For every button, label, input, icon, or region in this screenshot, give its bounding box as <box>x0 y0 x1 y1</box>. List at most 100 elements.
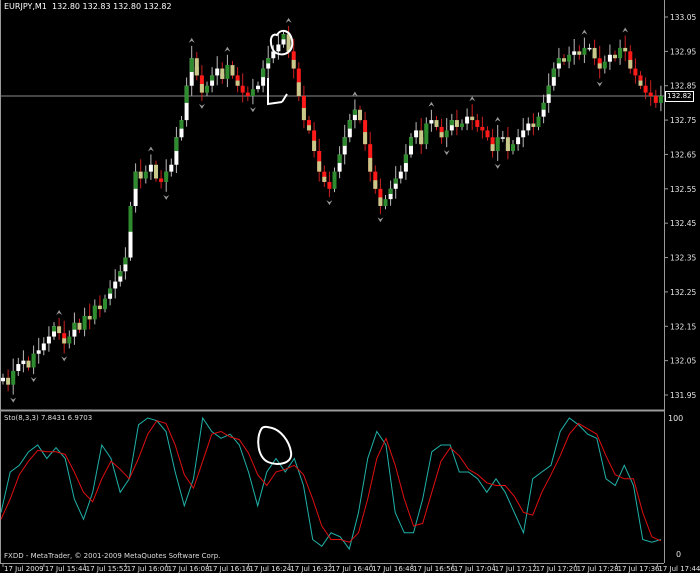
candle-body <box>521 130 526 138</box>
time-tick-label: 17 Jul 16:24 <box>249 565 292 573</box>
fractal-up-arrow-icon <box>622 27 629 33</box>
bear-candle <box>199 65 204 101</box>
candle-body <box>21 360 26 365</box>
candle-body <box>148 164 153 172</box>
fractal-down-arrow-icon <box>30 377 37 383</box>
candle-body <box>240 85 245 93</box>
candle-body <box>113 281 118 289</box>
fractal-down-arrow-icon <box>249 107 256 113</box>
price-tick-label: 132.45 <box>670 219 696 228</box>
bear-candle <box>653 89 658 108</box>
candle-body-shade <box>301 108 306 121</box>
bull-candle <box>281 30 286 48</box>
price-tick-label: 132.05 <box>670 357 696 366</box>
candle-body <box>358 109 362 121</box>
bear-candle <box>485 126 490 141</box>
bear-candle <box>628 45 633 74</box>
bear-candle <box>159 170 164 189</box>
bull-candle <box>414 122 419 144</box>
bull-candle <box>556 47 561 77</box>
candle-body <box>516 137 521 145</box>
bear-candle <box>597 45 602 79</box>
time-tick-label: 17 Jul 16:56 <box>413 565 456 573</box>
candle-body-shade <box>266 58 271 64</box>
candle-body <box>250 89 255 97</box>
candle-body-shade <box>419 137 424 145</box>
bear-candle <box>26 356 31 371</box>
bull-candle <box>388 180 393 206</box>
candle-body <box>398 171 403 179</box>
candle-body-shade <box>546 85 551 95</box>
candle-body <box>577 51 582 55</box>
candle-body <box>623 47 628 52</box>
bull-candle <box>332 167 337 193</box>
candle-body <box>465 116 470 124</box>
bull-candle <box>143 165 148 184</box>
bear-candle <box>562 54 566 65</box>
bull-candle <box>658 85 663 112</box>
bear-candle <box>240 73 245 103</box>
stochastic-main-line <box>0 416 662 551</box>
bull-candle <box>526 117 531 136</box>
fractal-up-arrow-icon <box>428 101 435 107</box>
candle-body <box>97 305 102 310</box>
candle-body-shade <box>439 132 444 138</box>
candle-body <box>16 364 21 371</box>
time-tick-label: 17 Jul 16:32 <box>290 565 332 573</box>
fractal-down-arrow-icon <box>377 217 384 223</box>
candle-body-shade <box>322 176 327 182</box>
bull-candle <box>128 201 133 261</box>
bull-candle <box>342 124 347 165</box>
bull-candle <box>1 373 5 385</box>
bear-candle <box>454 109 459 136</box>
bear-candle <box>194 52 199 81</box>
candle-body-shade <box>133 171 138 189</box>
candle-body-shade <box>62 338 67 344</box>
bear-candle <box>373 165 378 194</box>
fractal-down-arrow-icon <box>163 194 170 200</box>
price-tick-label: 132.65 <box>670 150 696 159</box>
annotation-arrow-down-icon <box>267 78 288 106</box>
bull-candle <box>41 337 46 356</box>
candle-body-shade <box>618 47 623 54</box>
copyright-text: FXDD - MetaTrader, © 2001-2009 MetaQuote… <box>4 552 221 560</box>
bull-candle <box>92 299 97 325</box>
bull-candle <box>403 144 408 180</box>
candle-body <box>613 54 617 59</box>
candle-body-shade <box>556 58 561 64</box>
bull-candle <box>444 118 449 148</box>
bear-candle <box>230 60 235 79</box>
bull-candle <box>174 126 179 174</box>
candle-body <box>301 96 306 121</box>
time-tick-label: 17 Jul 17:44 <box>658 565 700 573</box>
bear-candle <box>235 67 240 93</box>
bull-candle <box>449 113 454 136</box>
bull-candle <box>118 265 123 287</box>
candle-body-shade <box>118 271 123 277</box>
bull-candle <box>210 67 215 93</box>
price-tick-label: 132.35 <box>670 254 696 263</box>
candle-body <box>643 85 648 93</box>
bull-candle <box>133 163 138 213</box>
candle-body <box>327 181 332 189</box>
fractal-up-arrow-icon <box>285 17 292 23</box>
bull-candle <box>424 117 429 150</box>
candle-body <box>582 47 587 55</box>
candle-body-shade <box>403 154 408 164</box>
price-tick-label: 131.95 <box>670 391 696 400</box>
bear-candle <box>77 318 82 334</box>
fractal-up-arrow-icon <box>188 37 195 43</box>
candle-body-shade <box>332 171 337 181</box>
bear-candle <box>307 115 311 134</box>
candle-body <box>475 120 480 127</box>
bear-candle <box>245 86 250 101</box>
bear-candle <box>317 138 322 182</box>
bull-candle <box>541 94 546 124</box>
candle-body <box>312 130 317 152</box>
symbol-title: EURJPY,M1 <box>4 2 47 11</box>
candle-body <box>587 47 592 50</box>
current-price-label: 132.82 <box>665 91 694 103</box>
bull-candle <box>546 73 551 113</box>
